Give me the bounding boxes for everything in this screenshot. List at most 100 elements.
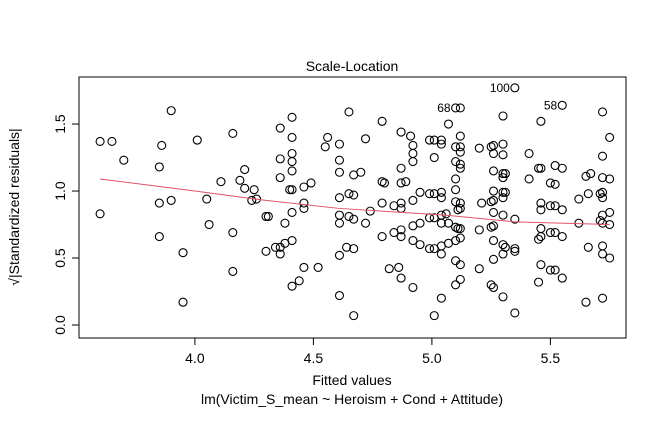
data-point	[545, 178, 555, 188]
data-point	[498, 139, 508, 149]
data-point	[424, 135, 435, 145]
data-point	[455, 233, 465, 243]
data-point	[377, 198, 387, 208]
data-point	[498, 150, 508, 160]
data-point	[107, 136, 117, 146]
data-point	[550, 228, 560, 238]
data-point	[415, 218, 425, 228]
y-tick-label: 0.5	[52, 248, 68, 268]
data-point	[204, 219, 214, 230]
data-point	[299, 203, 309, 213]
data-point	[498, 169, 508, 179]
data-point	[429, 152, 439, 163]
data-point	[401, 177, 411, 187]
data-point	[451, 103, 461, 113]
data-point	[488, 166, 499, 176]
data-point	[396, 127, 406, 137]
data-point	[488, 207, 499, 218]
data-point	[349, 214, 359, 224]
data-point	[474, 143, 484, 153]
model-subtitle: lm(Victim_S_mean ~ Heroism + Cond + Atti…	[201, 391, 503, 407]
data-point	[583, 189, 593, 199]
data-point	[344, 211, 354, 222]
data-point	[581, 297, 591, 307]
data-point	[365, 206, 375, 216]
data-point	[474, 225, 484, 235]
chart-title: Scale-Location	[306, 58, 399, 74]
data-point	[299, 262, 309, 272]
data-point	[486, 222, 496, 232]
data-point	[545, 265, 555, 275]
data-point	[557, 100, 567, 110]
data-point	[441, 209, 451, 219]
x-tick-label: 5.5	[541, 350, 561, 366]
data-point	[157, 140, 167, 151]
data-point	[510, 83, 520, 93]
data-point	[597, 293, 608, 303]
data-point	[429, 135, 439, 145]
data-point	[500, 242, 510, 252]
data-point	[334, 210, 345, 220]
data-point	[536, 163, 546, 173]
data-point	[379, 178, 390, 188]
data-point	[455, 159, 465, 169]
data-point	[581, 171, 591, 181]
data-point	[396, 203, 406, 213]
data-point	[275, 173, 285, 183]
data-point	[488, 148, 499, 159]
data-point	[154, 162, 164, 172]
data-point	[240, 183, 250, 193]
y-tick-label: 0.0	[52, 315, 68, 335]
data-point	[119, 155, 129, 165]
data-point	[455, 131, 465, 141]
data-point	[270, 242, 281, 252]
data-point	[451, 174, 461, 184]
data-point	[498, 193, 508, 203]
data-point	[455, 163, 465, 173]
data-point	[455, 260, 465, 270]
data-point	[396, 178, 406, 188]
data-point	[287, 132, 297, 142]
data-point	[605, 207, 615, 218]
data-point	[228, 266, 238, 276]
data-point	[424, 244, 435, 254]
x-axis-label: Fitted values	[312, 372, 391, 388]
x-axis: 4.0 4.5 5.0 5.5	[185, 337, 561, 366]
data-point	[360, 134, 371, 144]
x-tick-label: 4.0	[185, 350, 205, 366]
data-point	[263, 211, 273, 222]
data-point	[334, 250, 345, 260]
data-point	[455, 103, 465, 113]
data-point	[455, 274, 465, 284]
data-point	[436, 193, 446, 203]
data-point	[334, 218, 345, 228]
data-point	[349, 311, 359, 321]
data-point	[275, 123, 285, 133]
data-point	[597, 151, 608, 161]
data-point	[597, 241, 608, 251]
data-point	[349, 190, 359, 200]
x-tick-label: 5.0	[422, 350, 442, 366]
data-point	[557, 232, 567, 242]
data-point	[154, 232, 164, 242]
data-point	[247, 195, 257, 205]
data-point	[451, 156, 461, 167]
y-axis-label: √|Standardized residuals|	[6, 128, 22, 285]
data-point	[334, 193, 345, 203]
data-point	[334, 139, 345, 149]
data-point	[498, 187, 508, 197]
data-point	[574, 194, 584, 204]
data-point	[488, 236, 499, 246]
data-point	[396, 163, 406, 173]
data-point	[536, 116, 546, 126]
data-point	[597, 187, 608, 197]
data-point	[488, 221, 499, 231]
data-point	[524, 174, 534, 184]
data-point	[95, 136, 105, 146]
data-point	[394, 262, 404, 272]
data-point	[228, 128, 238, 138]
data-point	[533, 234, 544, 244]
data-point	[488, 254, 499, 264]
data-point	[510, 246, 520, 256]
data-point	[586, 169, 596, 179]
